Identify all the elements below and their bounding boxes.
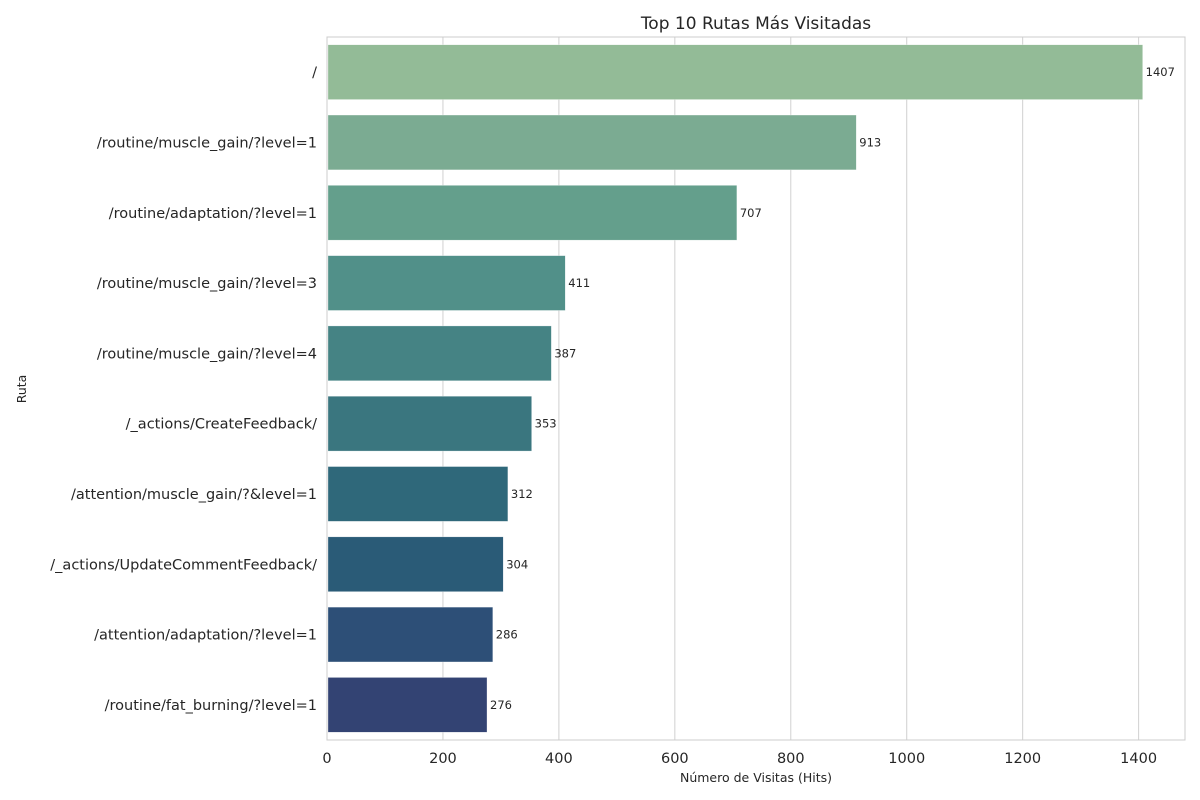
bar-value-label: 276 (490, 698, 512, 712)
bar (327, 325, 552, 382)
x-tick-label: 1200 (1004, 751, 1041, 767)
y-tick-label: /_actions/CreateFeedback/ (126, 417, 317, 433)
x-tick-label: 200 (429, 751, 457, 767)
x-tick-label: 1400 (1120, 751, 1157, 767)
bar-data-labels: 1407 913 707 411 387 353 312 304 286 276 (490, 65, 1175, 712)
y-tick-label: /attention/adaptation/?level=1 (94, 628, 317, 644)
bar-value-label: 304 (506, 557, 528, 571)
bar (327, 255, 566, 311)
bar-value-label: 1407 (1146, 65, 1175, 79)
y-tick-label: / (312, 65, 317, 81)
bar-value-label: 353 (535, 417, 557, 431)
y-axis-label: Ruta (14, 375, 29, 404)
y-tick-label: /routine/muscle_gain/?level=4 (97, 346, 317, 362)
bar-value-label: 387 (554, 346, 576, 360)
x-tick-label: 0 (322, 751, 331, 767)
x-axis-label: Número de Visitas (Hits) (680, 770, 832, 785)
chart-title: Top 10 Rutas Más Visitadas (640, 14, 871, 34)
bar-value-label: 411 (568, 276, 590, 290)
bar-value-label: 286 (496, 628, 518, 642)
y-tick-label: /routine/fat_burning/?level=1 (105, 698, 317, 714)
bar-value-label: 707 (740, 206, 762, 220)
bar (327, 185, 738, 241)
bar (327, 395, 532, 452)
bar-value-label: 312 (511, 487, 533, 501)
x-tick-label: 400 (545, 751, 573, 767)
x-tick-label: 600 (661, 751, 689, 767)
y-tick-label: /_actions/UpdateCommentFeedback/ (50, 557, 317, 573)
x-tick-labels: 0 200 400 600 800 1000 1200 1400 (322, 751, 1157, 767)
bar (327, 606, 494, 663)
y-tick-label: /routine/muscle_gain/?level=1 (97, 135, 317, 151)
y-tick-labels: / /routine/muscle_gain/?level=1/routine/a… (50, 65, 317, 714)
bar (327, 114, 857, 171)
bar (327, 536, 504, 592)
plot-frame (326, 36, 1186, 741)
x-tick-label: 800 (777, 751, 805, 767)
y-tick-label: /routine/muscle_gain/?level=3 (97, 276, 317, 292)
bar (327, 677, 488, 733)
y-tick-label: /attention/muscle_gain/?&level=1 (71, 487, 317, 503)
bars (327, 44, 1143, 733)
x-tick-label: 1000 (888, 751, 925, 767)
y-tick-label: /routine/adaptation/?level=1 (109, 206, 317, 222)
bar-value-label: 913 (859, 135, 881, 149)
bar (327, 44, 1143, 100)
bar (327, 466, 509, 522)
